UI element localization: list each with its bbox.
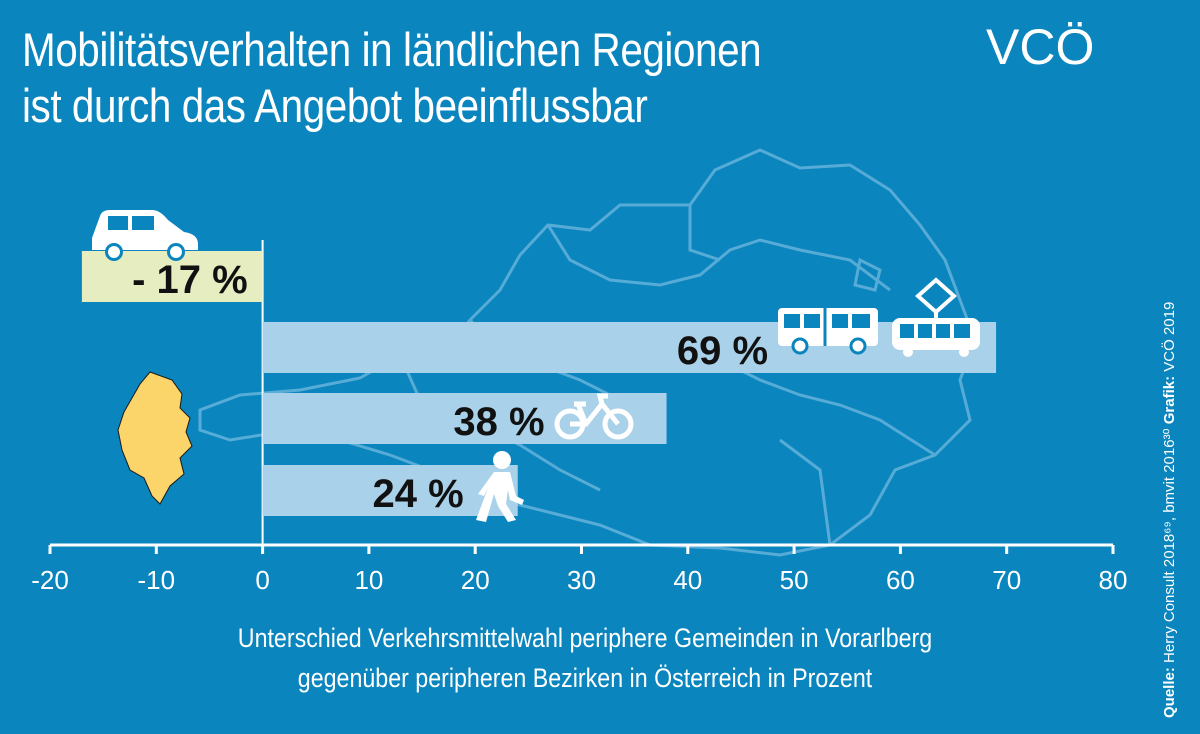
bar-value-label: 24 % (373, 472, 464, 516)
bar-value-label: 38 % (453, 400, 544, 444)
bars: - 17 % 69 % 38 % 24 % (81, 251, 997, 516)
chart-title-line-2: ist durch das Angebot beeinflussbar (22, 79, 648, 132)
chart-title: Mobilitätsverhalten in ländlichen Region… (22, 22, 796, 134)
bar--ffentlicher-verkehr (262, 322, 997, 373)
vorarlberg-shape (117, 371, 193, 505)
x-tick-label: 10 (354, 565, 383, 595)
bar-zu-fu- (262, 465, 518, 516)
x-tick-label: -20 (31, 565, 69, 595)
x-tick-label: 50 (780, 565, 809, 595)
graphic-text: VCÖ 2019 (1161, 301, 1178, 372)
source-credit: Quelle: Herry Consult 2018⁶⁹, bmvit 2016… (1160, 158, 1178, 718)
source-text: Herry Consult 2018⁶⁹, bmvit 2016³⁰ (1161, 428, 1178, 663)
logo-text: VCÖ (986, 20, 1094, 72)
source-label: Quelle: (1161, 667, 1178, 718)
bicycle-icon (554, 393, 634, 440)
x-tick-label: 80 (1099, 565, 1128, 595)
x-tick-label: 30 (567, 565, 596, 595)
bar-value-label: 69 % (677, 329, 768, 373)
x-tick-label: 20 (461, 565, 490, 595)
graphic-label: Grafik: (1161, 375, 1178, 425)
x-axis-ticks: -20 -10 0 10 20 30 40 50 60 70 80 (31, 545, 1127, 595)
chart-title-line-1: Mobilitätsverhalten in ländlichen Region… (22, 23, 762, 76)
x-axis-title-line-2: gegenüber peripheren Bezirken in Österre… (297, 663, 873, 693)
bus-tram-icon (778, 277, 980, 357)
x-tick-label: 40 (673, 565, 702, 595)
pedestrian-icon (476, 451, 524, 522)
x-tick-label: 0 (255, 565, 269, 595)
x-axis-title-line-1: Unterschied Verkehrsmittelwahl periphere… (237, 623, 933, 653)
x-tick-label: 70 (992, 565, 1021, 595)
x-tick-label: -10 (138, 565, 176, 595)
bar-value-label: - 17 % (132, 258, 248, 302)
x-tick-label: 60 (886, 565, 915, 595)
vco-logo: VCÖ (986, 20, 1094, 72)
car-icon (92, 210, 198, 261)
x-axis-title: Unterschied Verkehrsmittelwahl periphere… (82, 618, 1088, 698)
